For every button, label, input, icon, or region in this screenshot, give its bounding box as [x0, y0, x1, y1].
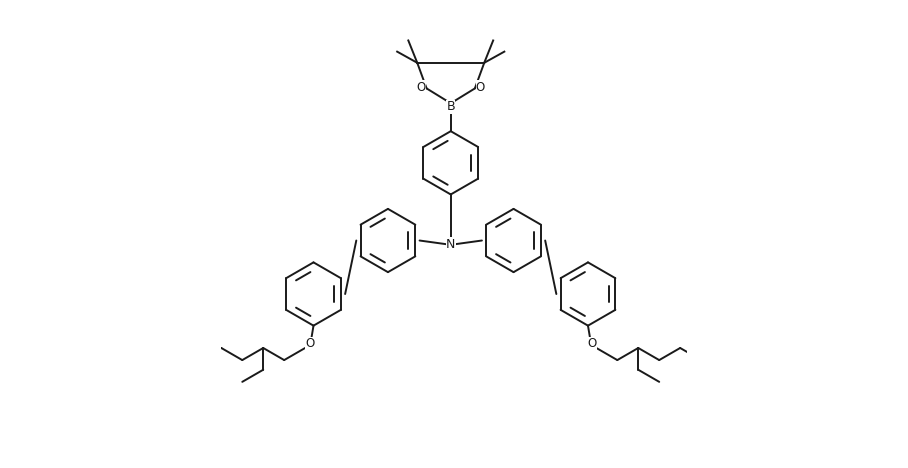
- Text: O: O: [305, 337, 314, 350]
- Text: O: O: [587, 337, 597, 350]
- Text: O: O: [417, 80, 426, 94]
- Text: O: O: [476, 80, 485, 94]
- Text: B: B: [447, 101, 455, 114]
- Text: N: N: [446, 238, 456, 251]
